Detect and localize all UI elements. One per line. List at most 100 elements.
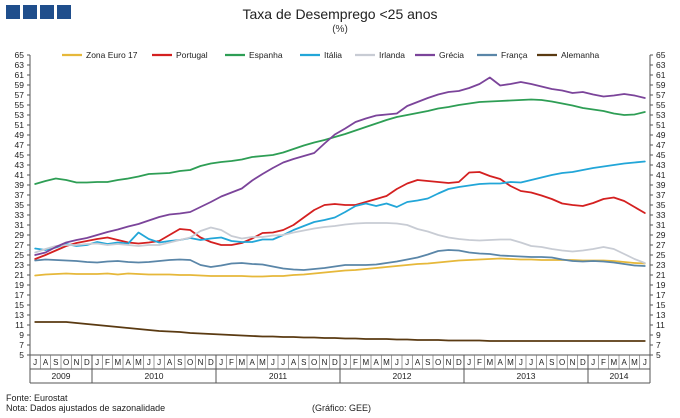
y-tick-label-right: 61	[656, 70, 666, 80]
x-tick-label: M	[114, 358, 121, 367]
brand-logo	[6, 5, 71, 19]
series-line	[34, 257, 646, 278]
y-tick-label-right: 51	[656, 120, 666, 130]
y-tick-label-left: 15	[15, 300, 25, 310]
x-tick-label: J	[591, 358, 595, 367]
y-tick-label-right: 65	[656, 50, 666, 60]
y-tick-label-right: 63	[656, 60, 666, 70]
y-tick-label-left: 35	[15, 200, 25, 210]
y-tick-label-right: 39	[656, 180, 666, 190]
chart-subtitle: (%)	[332, 24, 348, 35]
y-tick-label-left: 31	[15, 220, 25, 230]
source-note: Fonte: Eurostat	[6, 393, 68, 403]
x-tick-label: D	[84, 358, 90, 367]
x-tick-label: O	[435, 358, 441, 367]
y-tick-label-right: 37	[656, 190, 666, 200]
x-tick-label: M	[135, 358, 142, 367]
y-tick-label-right: 47	[656, 140, 666, 150]
chart-title: Taxa de Desemprego <25 anos	[242, 6, 438, 22]
y-tick-label-left: 53	[15, 110, 25, 120]
series-line	[34, 76, 646, 256]
x-tick-label: O	[559, 358, 565, 367]
y-tick-label-right: 17	[656, 290, 666, 300]
year-label: 2013	[517, 371, 536, 381]
y-tick-label-left: 61	[15, 70, 25, 80]
y-tick-label-right: 33	[656, 210, 666, 220]
y-tick-label-left: 27	[15, 240, 25, 250]
y-tick-label-left: 65	[15, 50, 25, 60]
y-tick-label-left: 25	[15, 250, 25, 260]
year-label: 2011	[269, 371, 288, 381]
x-tick-label: J	[281, 358, 285, 367]
x-tick-label: S	[425, 358, 430, 367]
y-tick-label-left: 7	[19, 340, 24, 350]
x-tick-label: S	[53, 358, 58, 367]
x-tick-label: N	[446, 358, 452, 367]
x-tick-label: D	[332, 358, 338, 367]
y-tick-label-left: 47	[15, 140, 25, 150]
y-tick-label-left: 19	[15, 280, 25, 290]
x-tick-label: F	[353, 358, 358, 367]
y-tick-label-right: 7	[656, 340, 661, 350]
x-tick-label: D	[208, 358, 214, 367]
adjustment-note: Nota: Dados ajustados de sazonalidade	[6, 403, 166, 413]
x-tick-label: S	[301, 358, 306, 367]
y-tick-label-left: 9	[19, 330, 24, 340]
y-tick-label-left: 45	[15, 150, 25, 160]
y-tick-label-left: 33	[15, 210, 25, 220]
x-tick-label: F	[229, 358, 234, 367]
y-tick-label-left: 13	[15, 310, 25, 320]
x-tick-label: J	[395, 358, 399, 367]
y-tick-label-left: 17	[15, 290, 25, 300]
legend-label: Irlanda	[379, 50, 405, 60]
x-tick-label: A	[125, 358, 131, 367]
legend-label: Zona Euro 17	[86, 50, 138, 60]
x-tick-label: N	[570, 358, 576, 367]
x-tick-label: M	[610, 358, 617, 367]
x-tick-label: A	[373, 358, 379, 367]
x-tick-label: D	[456, 358, 462, 367]
x-tick-label: N	[198, 358, 204, 367]
x-tick-label: A	[291, 358, 297, 367]
series-line	[34, 249, 646, 271]
y-tick-label-left: 23	[15, 260, 25, 270]
y-tick-label-right: 27	[656, 240, 666, 250]
legend-label: Grécia	[439, 50, 464, 60]
logo-block	[23, 5, 37, 19]
y-tick-label-left: 37	[15, 190, 25, 200]
y-tick-label-left: 41	[15, 170, 25, 180]
legend-label: Itália	[324, 50, 342, 60]
y-tick-label-left: 49	[15, 130, 25, 140]
x-tick-label: A	[43, 358, 49, 367]
series-line	[34, 222, 646, 264]
chart-credit: (Gráfico: GEE)	[312, 403, 372, 413]
series-line	[34, 171, 646, 260]
y-tick-label-right: 57	[656, 90, 666, 100]
legend-label: Portugal	[176, 50, 208, 60]
y-tick-label-right: 15	[656, 300, 666, 310]
x-tick-label: N	[322, 358, 328, 367]
x-tick-label: S	[549, 358, 554, 367]
y-tick-label-right: 55	[656, 100, 666, 110]
x-tick-label: M	[507, 358, 514, 367]
x-tick-label: M	[486, 358, 493, 367]
x-tick-label: J	[519, 358, 523, 367]
x-tick-label: A	[415, 358, 421, 367]
y-tick-label-right: 23	[656, 260, 666, 270]
y-tick-label-right: 53	[656, 110, 666, 120]
y-tick-label-left: 51	[15, 120, 25, 130]
x-tick-label: N	[74, 358, 80, 367]
y-tick-label-left: 29	[15, 230, 25, 240]
x-tick-label: A	[539, 358, 545, 367]
x-tick-label: M	[259, 358, 266, 367]
x-tick-label: S	[177, 358, 182, 367]
y-tick-label-right: 43	[656, 160, 666, 170]
y-tick-label-left: 59	[15, 80, 25, 90]
y-tick-label-left: 55	[15, 100, 25, 110]
x-tick-label: F	[601, 358, 606, 367]
y-tick-label-right: 29	[656, 230, 666, 240]
year-label: 2009	[52, 371, 71, 381]
y-tick-label-right: 41	[656, 170, 666, 180]
y-tick-label-left: 21	[15, 270, 25, 280]
x-tick-label: A	[167, 358, 173, 367]
